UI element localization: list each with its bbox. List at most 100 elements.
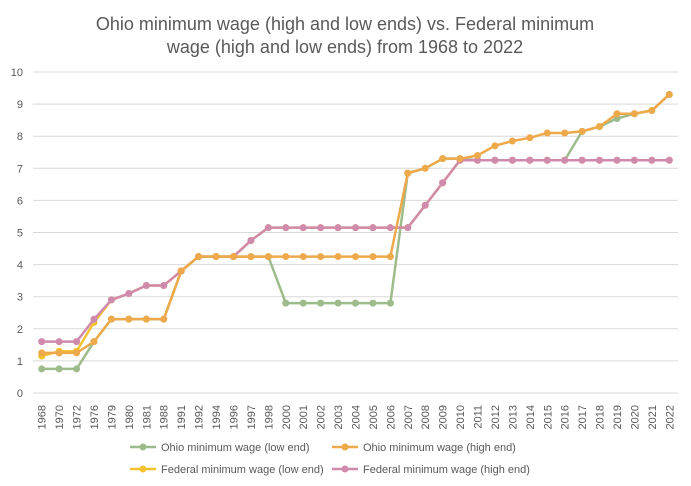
data-point <box>508 137 516 145</box>
data-point <box>665 156 673 164</box>
data-point <box>561 129 569 137</box>
x-tick-label: 1981 <box>141 405 153 429</box>
data-point <box>299 224 307 232</box>
x-tick-label: 1970 <box>54 405 66 429</box>
data-point <box>491 156 499 164</box>
y-tick-label: 1 <box>17 356 23 368</box>
data-point <box>73 349 81 357</box>
x-tick-label: 2000 <box>281 405 293 429</box>
data-point <box>55 349 63 357</box>
x-tick-label: 2019 <box>612 405 624 429</box>
data-point <box>630 110 638 118</box>
data-point <box>229 253 237 261</box>
x-tick-label: 2020 <box>629 405 641 429</box>
data-point <box>456 155 464 163</box>
data-point <box>107 315 115 323</box>
data-point <box>73 365 81 373</box>
x-tick-label: 2017 <box>577 405 589 429</box>
data-point <box>282 253 290 261</box>
data-point <box>299 253 307 261</box>
x-tick-label: 2004 <box>351 405 363 429</box>
x-tick-label: 1994 <box>211 405 223 429</box>
data-point <box>386 224 394 232</box>
data-point <box>578 156 586 164</box>
data-point <box>439 155 447 163</box>
x-tick-label: 2006 <box>385 405 397 429</box>
series-3 <box>38 90 673 357</box>
x-tick-label: 1998 <box>263 405 275 429</box>
series-2 <box>38 156 673 346</box>
x-tick-label: 1979 <box>106 405 118 429</box>
x-tick-label: 1996 <box>228 405 240 429</box>
data-point <box>334 299 342 307</box>
series-lines <box>38 90 673 373</box>
data-point <box>107 296 115 304</box>
data-point <box>38 349 46 357</box>
data-point <box>125 315 133 323</box>
data-point <box>264 224 272 232</box>
x-tick-label: 1992 <box>194 405 206 429</box>
data-point <box>613 110 621 118</box>
data-point <box>160 315 168 323</box>
data-point <box>543 156 551 164</box>
legend-item: Federal minimum wage (high end) <box>332 464 530 476</box>
series-0 <box>38 90 673 373</box>
data-point <box>317 299 325 307</box>
series-line <box>41 93 671 355</box>
x-tick-label: 1972 <box>72 405 84 429</box>
data-point <box>578 127 586 135</box>
x-tick-label: 2016 <box>560 405 572 429</box>
x-tick-label: 1980 <box>124 405 136 429</box>
x-tick-label: 1988 <box>159 405 171 429</box>
x-tick-label: 2010 <box>455 405 467 429</box>
data-point <box>247 253 255 261</box>
data-point <box>648 156 656 164</box>
data-point <box>561 156 569 164</box>
y-tick-label: 8 <box>17 131 23 143</box>
legend-swatch-marker <box>139 443 147 451</box>
data-point <box>352 299 359 307</box>
data-point <box>526 156 534 164</box>
y-tick-label: 7 <box>17 163 23 175</box>
data-point <box>73 338 81 346</box>
x-tick-label: 2021 <box>647 405 659 429</box>
data-point <box>596 156 604 164</box>
data-point <box>386 253 394 261</box>
data-point <box>421 164 429 172</box>
gridlines <box>33 71 678 394</box>
legend-label: Federal minimum wage (high end) <box>363 464 530 476</box>
y-tick-label: 3 <box>17 292 23 304</box>
data-point <box>421 201 429 209</box>
data-point <box>491 142 499 150</box>
data-point <box>38 365 46 373</box>
data-point <box>474 151 482 159</box>
data-point <box>55 365 63 373</box>
legend-item: Ohio minimum wage (low end) <box>130 442 310 454</box>
data-point <box>212 253 220 261</box>
y-tick-label: 2 <box>17 324 23 336</box>
y-tick-label: 4 <box>17 260 23 272</box>
data-point <box>55 338 63 346</box>
x-axis-ticks: 1968 1970 1972 1976 1979 1980 1981 1988 1991 1992… <box>37 405 677 429</box>
x-tick-label: 2012 <box>490 405 502 429</box>
data-point <box>195 253 203 261</box>
chart-title-line-1: Ohio minimum wage (high and low ends) vs… <box>96 14 594 34</box>
legend-swatch-marker <box>139 465 147 473</box>
x-tick-label: 1991 <box>176 405 188 429</box>
x-tick-label: 2007 <box>403 405 415 429</box>
data-point <box>177 267 185 275</box>
data-point <box>160 281 168 289</box>
data-point <box>613 115 621 123</box>
data-point <box>369 224 377 232</box>
legend-item: Federal minimum wage (low end) <box>130 464 324 476</box>
data-point <box>404 224 412 232</box>
data-point <box>352 253 359 261</box>
data-point <box>596 123 604 131</box>
x-tick-label: 2011 <box>473 405 485 429</box>
data-point <box>630 156 638 164</box>
chart-title-line-2: wage (high and low ends) from 1968 to 20… <box>166 37 523 57</box>
data-point <box>247 237 255 245</box>
y-tick-label: 9 <box>17 99 23 111</box>
y-tick-label: 10 <box>11 67 23 79</box>
